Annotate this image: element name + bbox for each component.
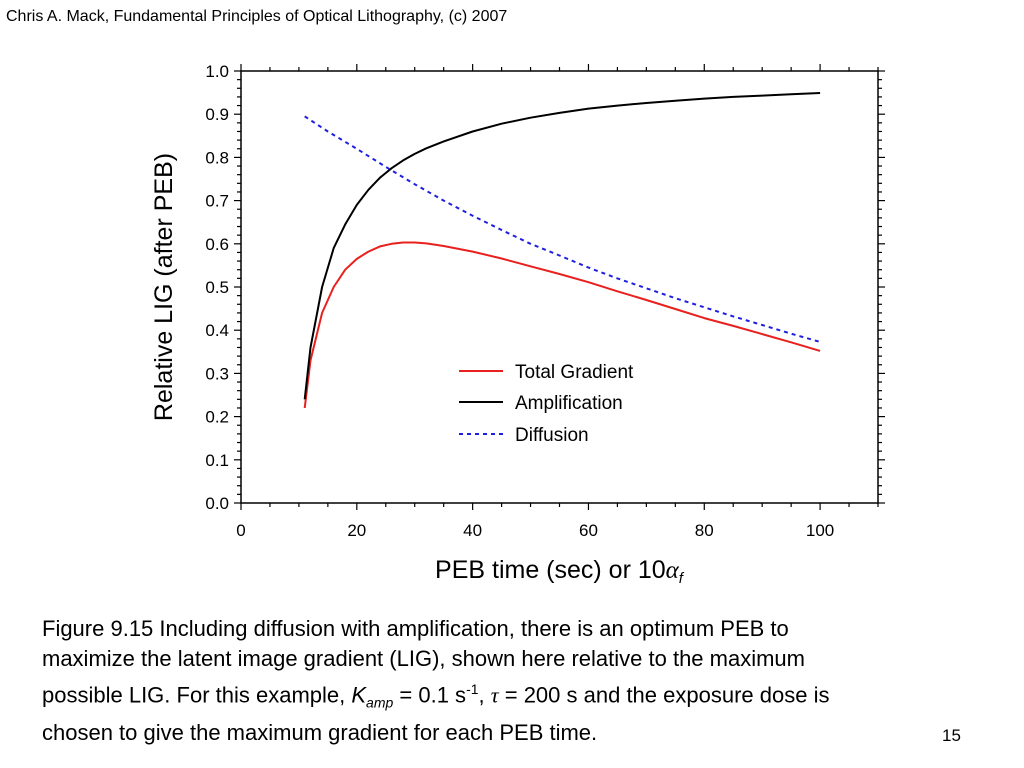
series-lines xyxy=(303,92,821,409)
caption-line-3-c: , xyxy=(478,682,491,708)
y-tick-label: 0.6 xyxy=(205,235,229,254)
series-diffusion xyxy=(304,115,821,343)
caption-line-2: maximize the latent image gradient (LIG)… xyxy=(42,646,805,671)
x-tick-label: 20 xyxy=(347,521,366,540)
y-tick-label: 0.9 xyxy=(205,105,229,124)
y-tick-label: 0.3 xyxy=(205,364,229,383)
legend: Total Gradient Amplification Diffusion xyxy=(459,362,634,446)
series-total-gradient xyxy=(303,241,821,409)
x-axis-label-subscript: f xyxy=(679,570,685,587)
x-tick-label: 100 xyxy=(806,521,834,540)
y-tick-label: 0.8 xyxy=(205,148,229,167)
x-axis-label: PEB time (sec) or 10αf xyxy=(435,556,685,587)
caption-tau-symbol: τ xyxy=(490,682,499,708)
x-axis-label-text: PEB time (sec) or 10 xyxy=(435,556,666,584)
legend-label-amplification: Amplification xyxy=(515,393,623,414)
y-axis-label: Relative LIG (after PEB) xyxy=(150,153,178,421)
x-tick-label: 0 xyxy=(236,521,245,540)
caption-line-3: possible LIG. For this example, Kamp = 0… xyxy=(42,674,992,718)
lig-chart: 0.0 0.1 0.2 0.3 0.4 0.5 0.6 0.7 0.8 0.9 1.0 0 20 40 60… xyxy=(150,62,885,587)
figure-caption: Figure 9.15 Including diffusion with amp… xyxy=(42,614,992,748)
x-axis-label-alpha: α xyxy=(666,557,680,584)
y-tick-label: 0.2 xyxy=(205,408,229,427)
x-tick-label: 40 xyxy=(463,521,482,540)
legend-label-diffusion: Diffusion xyxy=(515,425,589,446)
y-tick-label: 0.7 xyxy=(205,192,229,211)
legend-label-total-gradient: Total Gradient xyxy=(515,362,634,383)
y-tick-label: 1.0 xyxy=(205,62,229,81)
caption-line-3-sup: -1 xyxy=(466,681,479,697)
caption-k-symbol: K xyxy=(351,682,367,708)
caption-line-3-d: = 200 s and the exposure dose is xyxy=(498,682,830,708)
caption-line-3-b: = 0.1 s xyxy=(393,682,467,708)
y-tick-label: 0.1 xyxy=(205,451,229,470)
y-tick-label: 0.4 xyxy=(205,321,229,340)
caption-k-subscript: amp xyxy=(366,694,394,711)
x-tick-label: 80 xyxy=(695,521,714,540)
page-number: 15 xyxy=(942,726,961,745)
y-tick-label: 0.5 xyxy=(205,278,229,297)
caption-line-4: chosen to give the maximum gradient for … xyxy=(42,719,598,745)
caption-line-3-a: possible LIG. For this example, xyxy=(42,682,352,708)
caption-line-1: Figure 9.15 Including diffusion with amp… xyxy=(42,616,789,641)
y-tick-label: 0.0 xyxy=(205,494,229,513)
axis-ticks: 0.0 0.1 0.2 0.3 0.4 0.5 0.6 0.7 0.8 0.9 1.0 0 20 40 60… xyxy=(205,62,885,540)
series-amplification xyxy=(303,92,821,400)
x-tick-label: 60 xyxy=(579,521,598,540)
header-citation: Chris A. Mack, Fundamental Principles of… xyxy=(6,8,508,25)
